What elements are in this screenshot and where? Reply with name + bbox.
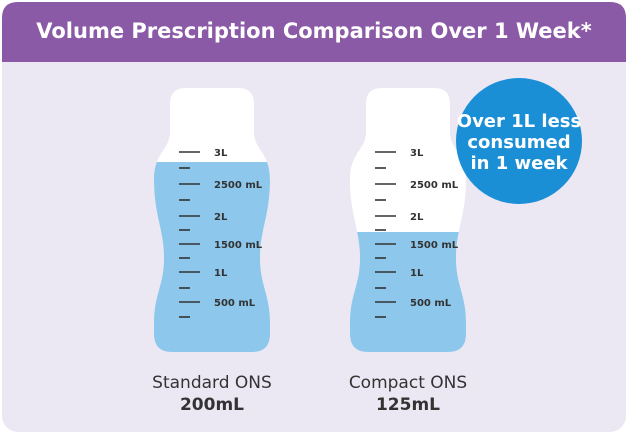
- scale-label: 500 mL: [410, 298, 452, 309]
- scale-label: 1500 mL: [214, 240, 263, 251]
- panel: [2, 2, 626, 432]
- scale-label: 2500 mL: [410, 180, 459, 191]
- scale-label: 3L: [214, 148, 228, 159]
- scale-label: 3L: [410, 148, 424, 159]
- badge-line: Over 1L less: [457, 111, 581, 132]
- liquid: [350, 232, 466, 352]
- badge-line: consumed: [467, 132, 570, 153]
- scale-label: 500 mL: [214, 298, 256, 309]
- scale-label: 1500 mL: [410, 240, 459, 251]
- bottle-name: Compact ONS: [349, 373, 467, 393]
- badge: [456, 78, 582, 204]
- bottles: 3L 2500 mL 2L 1500 mL 1L 500 mL Standard ONS20…: [152, 88, 467, 415]
- scale-label: 2500 mL: [214, 180, 263, 191]
- bottle-name: Standard ONS: [152, 373, 272, 393]
- bottle-volume: 200mL: [180, 395, 244, 415]
- liquid: [154, 162, 270, 352]
- header-bar: [2, 2, 626, 62]
- scale-label: 2L: [214, 212, 228, 223]
- title: Volume Prescription Comparison Over 1 We…: [36, 19, 591, 43]
- scale-label: 2L: [410, 212, 424, 223]
- bottle-volume: 125mL: [376, 395, 440, 415]
- scale-label: 1L: [410, 268, 424, 279]
- badge-line: in 1 week: [470, 153, 568, 174]
- scale-label: 1L: [214, 268, 228, 279]
